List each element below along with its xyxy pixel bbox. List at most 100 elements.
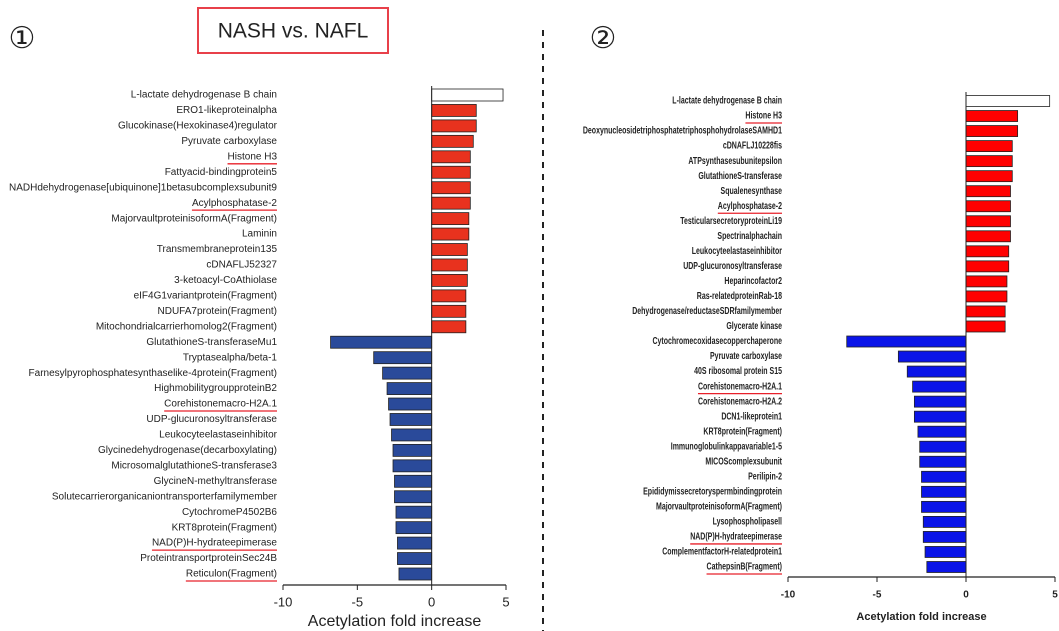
category-label: Reticulon(Fragment) [186, 569, 277, 580]
bar [431, 258, 468, 272]
x-tick-label: -5 [352, 594, 364, 609]
bar [431, 320, 467, 334]
bar [846, 335, 967, 348]
bar [913, 410, 967, 423]
category-label: Ras-relatedproteinRab-18 [697, 291, 782, 302]
category-label: NAD(P)H-hydrateepimerase [690, 532, 782, 543]
x-axis-label: Acetylation fold increase [856, 611, 986, 623]
x-tick-label: -10 [274, 594, 293, 609]
bar [965, 290, 1008, 303]
category-label: Histone H3 [228, 151, 278, 162]
bar [965, 260, 1010, 273]
bar [398, 567, 433, 581]
x-axis-label: Acetylation fold increase [308, 613, 482, 630]
bar [431, 88, 504, 102]
bar [965, 95, 1051, 107]
bar [395, 521, 433, 535]
category-label: Mitochondrialcarrierhomolog2(Fragment) [96, 321, 277, 332]
bar [965, 215, 1011, 228]
category-label: Histone H3 [745, 111, 782, 122]
category-label: ComplementfactorH-relatedprotein1 [662, 547, 782, 558]
bar [397, 536, 433, 550]
bar [431, 243, 468, 256]
bar [388, 397, 433, 411]
bar [431, 181, 471, 195]
bar [965, 230, 1011, 243]
category-label: TesticularsecretoryproteinLi19 [680, 216, 782, 227]
category-label: Squalenesynthase [721, 186, 783, 197]
bar [392, 443, 433, 457]
panel-label: ② [590, 22, 617, 55]
category-label: Pyruvate carboxylase [710, 351, 782, 362]
category-label: Glycerate kinase [726, 321, 782, 332]
category-label: DCN1-likeprotein1 [721, 411, 782, 422]
category-label: eIF4G1variantprotein(Fragment) [134, 291, 277, 302]
bar [965, 155, 1013, 168]
bar [431, 104, 477, 117]
category-label: GlutathioneS-transferaseMu1 [146, 337, 277, 348]
bar [919, 455, 967, 468]
bar [912, 380, 967, 393]
category-label: 40S ribosomal protein S15 [694, 366, 782, 377]
bar [921, 485, 967, 498]
bar [921, 500, 967, 513]
category-label: KRT8protein(Fragment) [172, 522, 277, 533]
bar [386, 382, 433, 395]
category-label: Dehydrogenase/reductaseSDRfamilymember [632, 306, 782, 317]
category-label: NDUFA7protein(Fragment) [158, 306, 277, 317]
category-label: GlycineN-methyltransferase [154, 476, 278, 487]
category-label: MajorvaultproteinisoformA(Fragment) [111, 213, 277, 224]
x-tick-label: 5 [502, 594, 509, 609]
category-label: cDNAFLJ10228fis [723, 141, 782, 152]
bar [431, 227, 470, 241]
category-label: L-lactate dehydrogenase B chain [672, 96, 782, 107]
category-label: NAD(P)H-hydrateepimerase [152, 538, 277, 549]
bar [965, 320, 1006, 333]
title-box [197, 7, 389, 54]
bar [919, 440, 967, 453]
category-label: Immunoglobulinkappavariable1-5 [671, 441, 783, 452]
x-tick-label: 0 [428, 594, 435, 609]
category-label: UDP-glucuronosyltransferase [146, 414, 277, 425]
category-label: Glucokinase(Hexokinase4)regulator [118, 121, 278, 132]
category-label: Perilipin-2 [748, 471, 782, 482]
category-label: Leukocyteelastaseinhibitor [159, 430, 278, 441]
category-label: cDNAFLJ52327 [206, 260, 277, 271]
bar [394, 474, 433, 488]
bar [431, 119, 477, 133]
category-label: Transmembraneprotein135 [157, 244, 278, 255]
bar [431, 289, 467, 303]
bar [431, 165, 471, 179]
category-label: NADHdehydrogenase[ubiquinone]1betasubcom… [9, 182, 277, 193]
bar [922, 531, 967, 543]
bar [391, 428, 433, 442]
bar [397, 552, 433, 565]
category-label: Corehistonemacro-H2A.2 [698, 396, 782, 407]
bar [965, 200, 1011, 213]
bar [922, 516, 967, 528]
x-tick-label: -10 [781, 590, 796, 601]
category-label: Epididymissecretoryspermbindingprotein [643, 486, 782, 497]
category-label: CathepsinB(Fragment) [707, 562, 782, 573]
category-label: Cytochromecoxidasecopperchaperone [652, 336, 782, 347]
category-label: L-lactate dehydrogenase B chain [131, 90, 277, 101]
category-label: Glycinedehydrogenase(decarboxylating) [98, 445, 277, 456]
bar [392, 459, 433, 473]
category-label: KRT8protein(Fragment) [703, 426, 782, 437]
category-label: MICOScomplexsubunit [705, 456, 782, 467]
category-label: Acylphosphatase-2 [192, 198, 277, 209]
category-label: ProteintransportproteinSec24B [140, 553, 277, 564]
category-label: ERO1-likeproteinalpha [176, 105, 277, 116]
category-label: MajorvaultproteinisoformA(Fragment) [656, 502, 782, 513]
bar [965, 140, 1013, 152]
category-label: Fattyacid-bindingprotein5 [165, 167, 278, 178]
panel-label: ① [9, 22, 36, 55]
bar [965, 275, 1008, 288]
x-tick-label: -5 [873, 590, 882, 601]
category-label: Tryptasealpha/beta-1 [183, 352, 278, 363]
bar [373, 351, 433, 365]
category-label: MicrosomalglutathioneS-transferase3 [111, 460, 277, 471]
category-label: Spectrinalphachain [717, 231, 782, 242]
bar [924, 546, 967, 558]
